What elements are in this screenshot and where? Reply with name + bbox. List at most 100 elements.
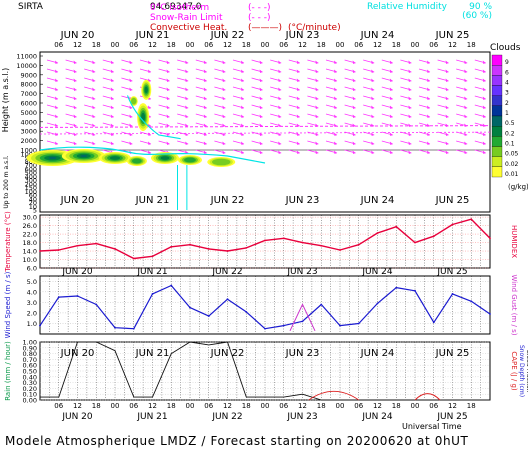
wind-panel-frame bbox=[39, 275, 491, 335]
top-hour-label: 18 bbox=[92, 41, 101, 49]
wind-arrow-head bbox=[92, 69, 96, 73]
isotherm-line bbox=[39, 125, 491, 128]
wind-arrow-head bbox=[222, 132, 226, 136]
wind-panel-point bbox=[245, 310, 248, 313]
wind-arrow-head bbox=[92, 123, 96, 127]
wind-arrow-head bbox=[482, 105, 486, 109]
cloud-blob bbox=[109, 156, 121, 160]
wind-arrow-head bbox=[73, 96, 77, 100]
colorbar-level: 0.02 bbox=[505, 161, 519, 168]
rain-panel-ytick: 1.00 bbox=[23, 339, 37, 347]
wind-arrow-head bbox=[203, 96, 207, 100]
wind-arrow-head bbox=[315, 69, 319, 73]
top-hour-label: 00 bbox=[186, 41, 195, 49]
wind-arrow-head bbox=[166, 69, 170, 73]
wind-arrow-head bbox=[371, 69, 375, 73]
wind-arrow-head bbox=[185, 69, 189, 73]
top-hour-label: 12 bbox=[223, 41, 232, 49]
cloud-blob bbox=[131, 158, 142, 164]
wind-arrow-head bbox=[296, 150, 300, 154]
wind-arrow-head bbox=[166, 132, 170, 136]
snow-ylabel: Snow Depth (cm) bbox=[518, 345, 525, 397]
wind-arrow-head bbox=[185, 150, 189, 154]
colorbar-cell bbox=[491, 166, 503, 178]
wind-arrow-head bbox=[334, 60, 337, 64]
wind-arrow-head bbox=[222, 78, 226, 82]
wind-arrow-head bbox=[222, 60, 226, 64]
wind-panel-ytick: 3.0 bbox=[27, 299, 37, 307]
wind-arrow-head bbox=[408, 105, 412, 109]
wind-arrow-head bbox=[296, 78, 300, 82]
wind-arrow-head bbox=[371, 60, 375, 64]
temp-panel-point bbox=[470, 218, 473, 221]
temp-panel-ytick: 30.0 bbox=[23, 214, 37, 222]
wind-arrow-head bbox=[129, 132, 133, 136]
wind-arrow-head bbox=[334, 96, 337, 100]
wind-panel-point bbox=[376, 302, 379, 305]
colorbar-level: 6 bbox=[505, 69, 509, 76]
wind-arrow-head bbox=[408, 60, 412, 64]
wind-panel-point bbox=[151, 293, 154, 295]
top-hour-label: 06 bbox=[54, 41, 63, 49]
wind-arrow-head bbox=[259, 114, 263, 118]
wind-arrow-head bbox=[110, 114, 114, 118]
wind-arrow-head bbox=[464, 87, 468, 91]
cloud-day-label: JUN 25 bbox=[435, 195, 470, 206]
wind-arrow-head bbox=[389, 78, 393, 82]
wind-arrow-head bbox=[73, 114, 77, 118]
bottom-hour-label: 12 bbox=[148, 402, 157, 410]
top-hour-label: 12 bbox=[73, 41, 82, 49]
wind-arrow-head bbox=[352, 150, 356, 154]
wind-arrow-head bbox=[55, 78, 58, 82]
wind-arrow-head bbox=[166, 114, 170, 118]
cloud-ytick-upper: 9000 bbox=[20, 71, 37, 79]
wind-arrow-head bbox=[371, 132, 375, 136]
colorbar-level: 2 bbox=[505, 100, 509, 107]
wind-arrow-head bbox=[427, 105, 430, 109]
temp-panel-point bbox=[451, 223, 454, 226]
rain-panel: 1.000.900.800.700.600.500.400.300.200.10… bbox=[4, 339, 528, 423]
wind-arrow-head bbox=[389, 150, 393, 154]
top-hour-axis: 06 12 18 00 06 12 18 00 06 12 18 00 06 12 18 00 06 12 18 00… bbox=[54, 41, 475, 49]
wind-panel-ylabel: Wind Speed (m / s) bbox=[4, 271, 12, 338]
bottom-hour-label: 06 bbox=[54, 402, 63, 410]
top-day-label: JUN 24 bbox=[360, 30, 395, 41]
wind-arrow-head bbox=[110, 123, 114, 127]
bottom-hour-label: 12 bbox=[298, 402, 307, 410]
wind-arrow-head bbox=[482, 150, 486, 154]
wind-arrow-head bbox=[464, 114, 468, 118]
wind-arrow-head bbox=[110, 105, 114, 109]
colorbar-unit: (g/kg) bbox=[508, 183, 528, 191]
bottom-hour-label: 00 bbox=[411, 402, 420, 410]
wind-arrow-head bbox=[352, 123, 356, 127]
temp-panel-point bbox=[245, 246, 248, 249]
wind-arrow-head bbox=[371, 105, 375, 109]
wind-panel-point bbox=[264, 327, 266, 330]
wind-arrow-head bbox=[222, 96, 226, 100]
top-hour-label: 18 bbox=[167, 41, 176, 49]
rh-contour bbox=[126, 95, 181, 140]
wind-arrow-head bbox=[92, 87, 96, 91]
bottom-hour-label: 18 bbox=[392, 402, 401, 410]
legend-right-label: Relative Humidity bbox=[367, 2, 448, 12]
wind-arrow-head bbox=[334, 69, 337, 73]
wind-panel-point bbox=[170, 284, 173, 287]
wind-arrow-head bbox=[166, 105, 170, 109]
top-hour-label: 12 bbox=[298, 41, 307, 49]
temp-panel-frame bbox=[39, 214, 491, 269]
wind-arrow-head bbox=[241, 105, 244, 109]
bottom-hour-label: 06 bbox=[354, 402, 363, 410]
temp-panel-point bbox=[320, 244, 323, 247]
top-hour-label: 12 bbox=[373, 41, 382, 49]
wind-arrow-head bbox=[148, 60, 151, 64]
wind-arrow-head bbox=[482, 96, 486, 100]
wind-arrow-head bbox=[222, 141, 226, 145]
wind-arrow-head bbox=[427, 150, 430, 154]
wind-panel-point bbox=[226, 298, 229, 301]
wind-arrow-head bbox=[296, 60, 300, 64]
temp-panel-ytick: 14.0 bbox=[23, 248, 37, 256]
rain-day-label: JUN 23 bbox=[285, 348, 320, 359]
wind-panel-point bbox=[301, 320, 304, 323]
cloud-colorbar: Clouds 9 6 4 3 2 1 0.5 0.2 0.1 0.05 0.02 0.01 (g/kg) bbox=[490, 43, 528, 191]
cloud-blob bbox=[160, 156, 170, 160]
